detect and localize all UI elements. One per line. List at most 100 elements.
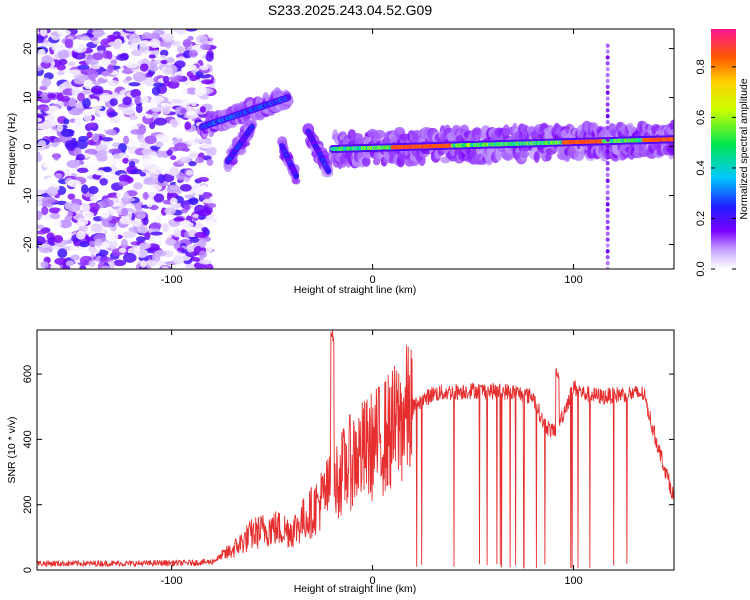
heatmap-cell: [141, 148, 153, 156]
heatmap-cell: [134, 95, 141, 105]
heatmap-cell: [37, 139, 47, 149]
heatmap-cell: [184, 121, 192, 130]
heatmap-cell: [122, 96, 132, 106]
colorbar-tick-label: 0.8: [695, 59, 707, 74]
heatmap-cell: [128, 33, 141, 44]
heatmap-cell: [605, 119, 610, 125]
heatmap-cell: [166, 57, 175, 64]
heatmap-cell: [57, 49, 70, 60]
spectrogram-plot-frame: [36, 28, 675, 270]
heatmap-cell: [518, 149, 530, 159]
heatmap-cell: [73, 131, 81, 137]
heatmap-cell: [64, 38, 74, 48]
heatmap-cell: [83, 79, 93, 90]
y-tick-label: 0: [22, 567, 34, 573]
heatmap-cell: [120, 238, 128, 249]
heatmap-cell: [116, 189, 125, 200]
heatmap-cell: [41, 105, 50, 112]
heatmap-cell: [605, 96, 610, 101]
heatmap-cell: [605, 137, 610, 142]
heatmap-cell: [63, 118, 70, 125]
heatmap-cell: [147, 187, 157, 197]
snr-plot-frame: [36, 329, 675, 571]
heatmap-cell: [605, 125, 610, 131]
heatmap-cells: [37, 29, 674, 269]
heatmap-cell: [119, 216, 132, 225]
heatmap-cell: [605, 260, 610, 266]
heatmap-cell: [122, 135, 130, 145]
heatmap-cell: [605, 255, 610, 260]
heatmap-cell: [194, 86, 207, 96]
heatmap-cell: [130, 168, 143, 175]
heatmap-cell: [144, 135, 157, 145]
heatmap-cell: [152, 112, 159, 118]
heatmap-cell: [47, 93, 57, 99]
heatmap-cell: [71, 86, 80, 97]
heatmap-cell: [73, 76, 87, 85]
heatmap-cell: [87, 202, 100, 213]
heatmap-cell: [77, 92, 85, 102]
heatmap-cell: [605, 213, 610, 219]
heatmap-cell: [90, 88, 103, 94]
heatmap-cell: [172, 229, 182, 238]
heatmap-cell: [188, 97, 197, 103]
heatmap-cell: [199, 94, 210, 100]
heatmap-cell: [60, 128, 74, 137]
heatmap-cell: [605, 266, 610, 269]
heatmap-cell: [77, 64, 90, 70]
heatmap-cell: [197, 176, 209, 182]
heatmap-cell: [605, 231, 610, 236]
heatmap-cell: [136, 248, 148, 258]
heatmap-cell: [144, 114, 153, 119]
heatmap-cell: [361, 156, 371, 167]
heatmap-cell: [41, 201, 50, 207]
spectrogram-heatmap: [37, 29, 674, 269]
heatmap-cell: [73, 51, 86, 60]
y-tick-label: 0: [22, 143, 34, 149]
heatmap-cell: [199, 143, 213, 149]
heatmap-cell: [199, 65, 209, 71]
heatmap-cell: [37, 65, 44, 72]
heatmap-cell: [134, 201, 144, 211]
heatmap-cell: [129, 220, 139, 225]
heatmap-cell: [128, 160, 136, 168]
colorbar-label: Normalized spectral amplitude: [738, 78, 750, 219]
heatmap-cell: [67, 203, 81, 213]
heatmap-cell: [605, 243, 610, 248]
heatmap-cell: [64, 168, 71, 177]
heatmap-cell: [91, 31, 106, 36]
heatmap-cell: [151, 107, 162, 113]
heatmap-cell: [58, 209, 69, 217]
heatmap-cell: [37, 48, 46, 57]
heatmap-cell: [605, 149, 610, 154]
heatmap-cell: [64, 215, 72, 222]
heatmap-cell: [89, 240, 96, 247]
heatmap-cell: [94, 169, 106, 176]
heatmap-cell: [88, 185, 99, 195]
heatmap-cell: [128, 82, 141, 87]
heatmap-cell: [188, 49, 198, 58]
heatmap-cell: [186, 111, 195, 116]
heatmap-cell: [175, 75, 183, 81]
heatmap-cell: [605, 237, 610, 242]
heatmap-cell: [205, 52, 214, 62]
heatmap-cell: [605, 190, 610, 195]
heatmap-cell: [37, 35, 45, 44]
heatmap-cell: [92, 132, 100, 143]
heatmap-cell: [91, 63, 101, 70]
heatmap-cell: [161, 33, 174, 42]
heatmap-cell: [53, 153, 60, 161]
heatmap-cell: [162, 75, 170, 84]
heatmap-cell: [83, 113, 92, 122]
heatmap-cell: [185, 263, 197, 269]
heatmap-cell: [153, 215, 163, 223]
x-tick-label: 100: [564, 274, 582, 286]
heatmap-cell: [137, 224, 149, 234]
heatmap-cell: [124, 110, 136, 115]
heatmap-cell: [151, 165, 164, 175]
heatmap-cell: [605, 78, 610, 84]
heatmap-cell: [138, 242, 152, 250]
heatmap-cell: [152, 95, 165, 103]
heatmap-cell: [605, 61, 610, 66]
heatmap-cell: [533, 151, 540, 163]
